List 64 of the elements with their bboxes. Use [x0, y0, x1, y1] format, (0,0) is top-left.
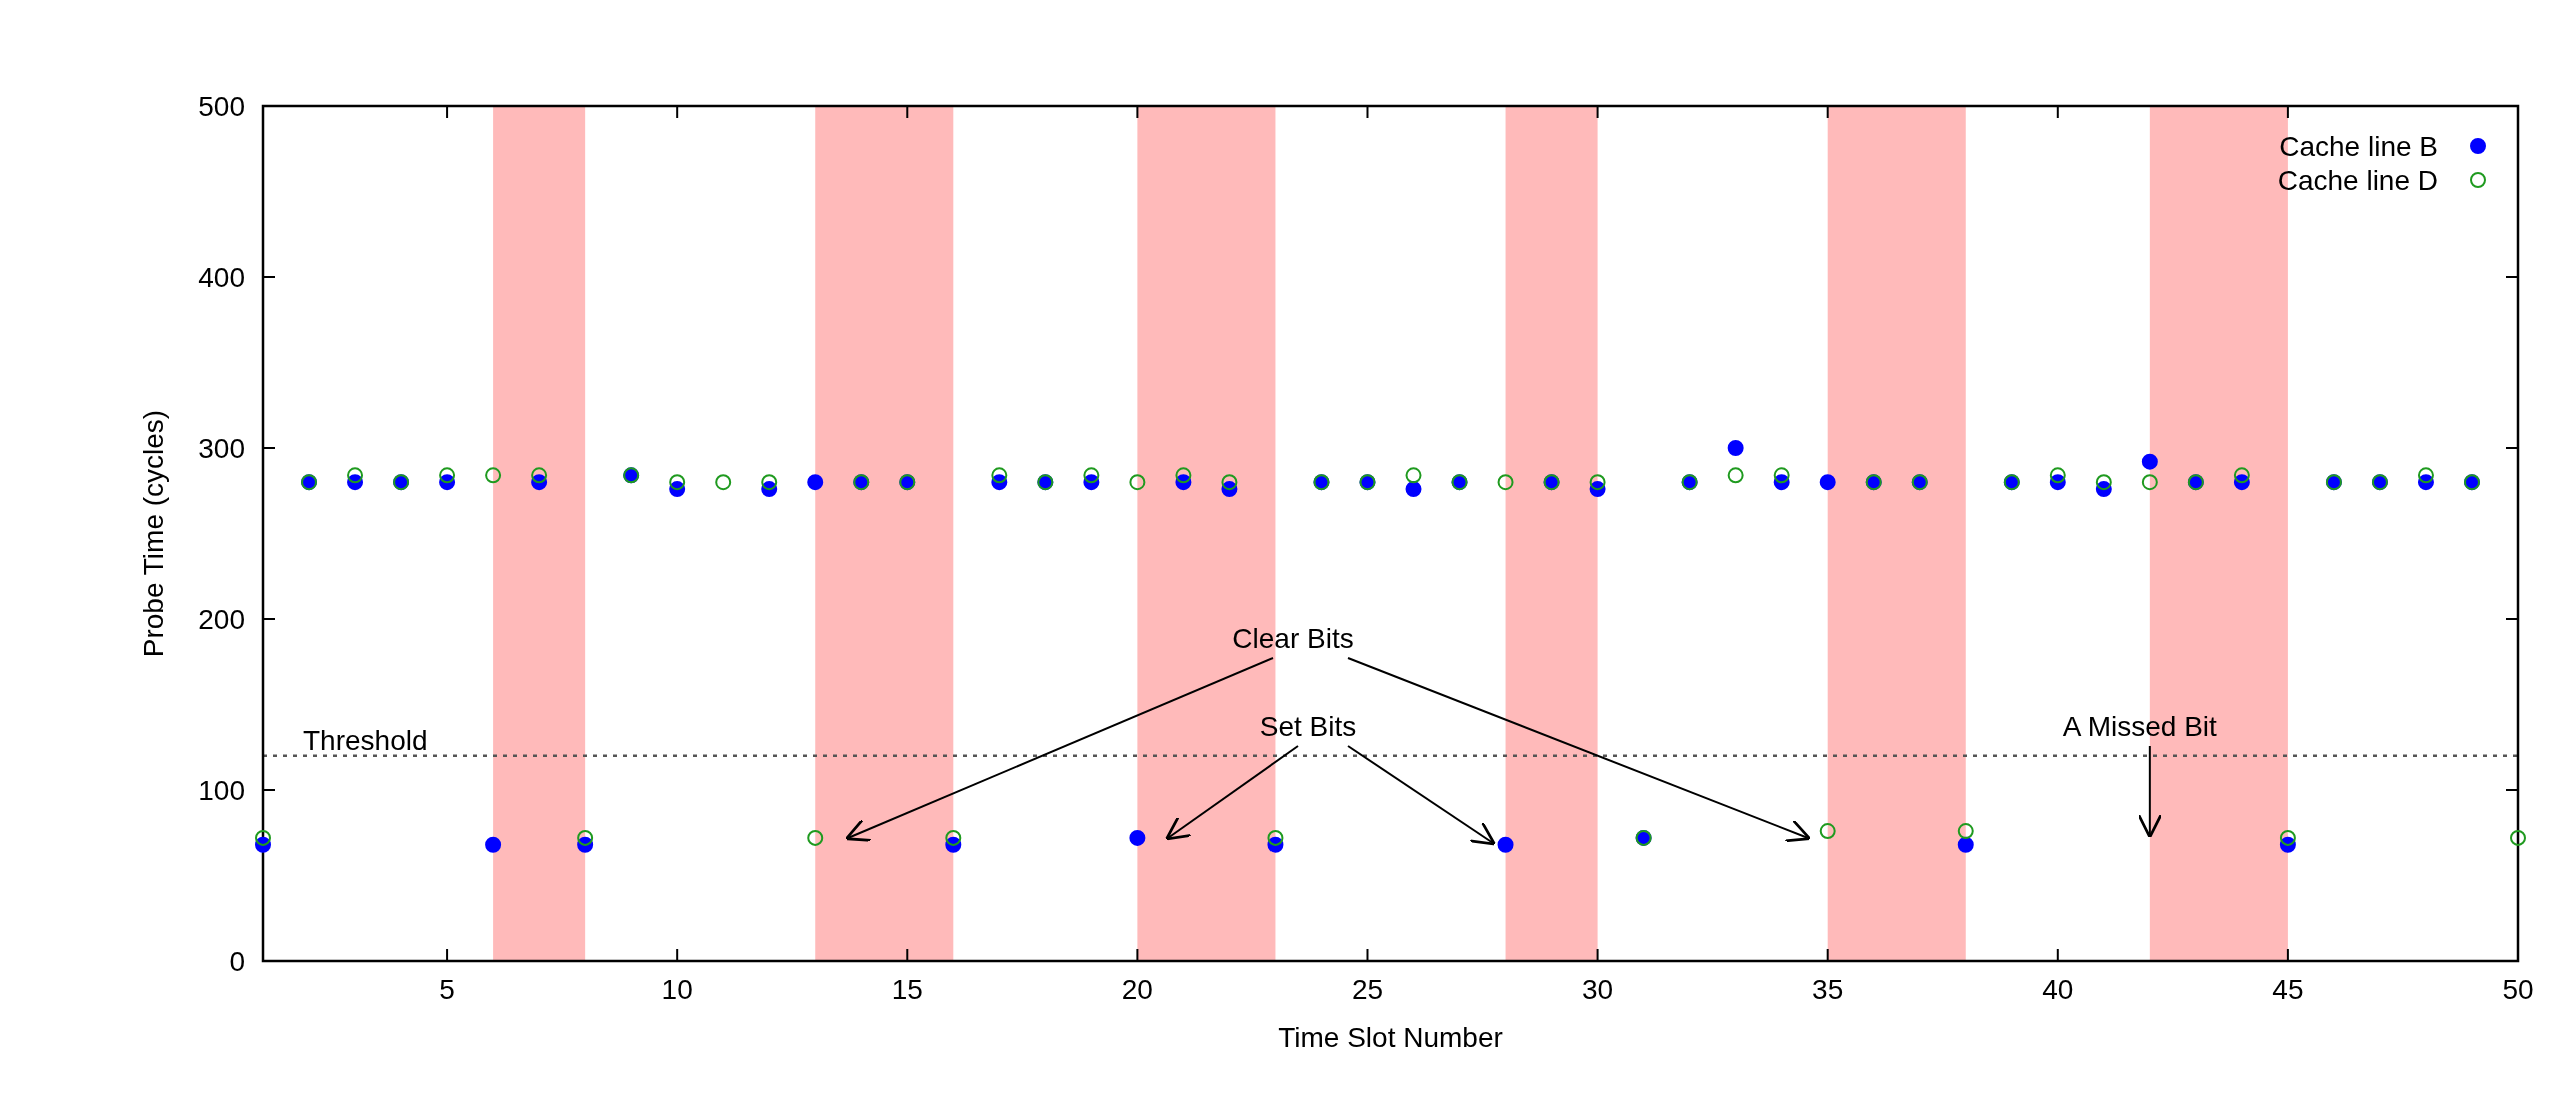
ref-line-label: Threshold — [303, 724, 428, 756]
x-tick-label: 5 — [439, 974, 455, 1005]
point — [1589, 474, 1606, 491]
y-tick-label: 300 — [198, 433, 245, 464]
point — [2510, 829, 2526, 846]
point — [577, 829, 594, 846]
x-axis-title: Time Slot Number — [1278, 1022, 1503, 1053]
point — [1819, 474, 1836, 491]
point — [1727, 467, 1744, 484]
point — [2141, 474, 2158, 491]
y-axis-title: Probe Time (cycles) — [138, 409, 169, 658]
y-tick-label: 400 — [198, 262, 245, 293]
point — [1175, 467, 1192, 484]
x-tick-label: 50 — [2502, 974, 2534, 1005]
y-tick-label: 200 — [198, 604, 245, 635]
legend-label: Cache line D — [2277, 165, 2438, 196]
point — [2049, 467, 2066, 484]
point — [1819, 823, 1836, 840]
point — [1727, 440, 1744, 456]
point — [669, 474, 686, 491]
point — [485, 836, 502, 853]
annotation: Set Bits — [1259, 711, 1357, 742]
point — [761, 474, 778, 491]
point — [1957, 823, 1974, 840]
point — [2279, 829, 2296, 846]
point — [807, 829, 824, 846]
x-tick-label: 15 — [891, 974, 923, 1005]
x-tick-label: 20 — [1121, 974, 1153, 1005]
point — [531, 467, 548, 484]
legend-label: Cache line B — [2279, 131, 2438, 162]
y-tick-label: 500 — [198, 91, 245, 122]
x-tick-label: 35 — [1812, 974, 1844, 1005]
y-tick-label: 0 — [229, 946, 245, 977]
point — [715, 474, 732, 491]
x-tick-label: 40 — [2042, 974, 2074, 1005]
point — [1773, 467, 1790, 484]
point — [1957, 836, 1974, 853]
point — [347, 467, 364, 484]
x-tick-label: 10 — [661, 974, 693, 1005]
point — [1405, 481, 1422, 498]
point — [2417, 467, 2434, 484]
point — [439, 467, 456, 484]
point — [1267, 829, 1284, 846]
point — [1129, 829, 1146, 846]
point — [2141, 453, 2158, 470]
x-tick-label: 25 — [1351, 974, 1384, 1005]
point — [807, 474, 824, 491]
point — [2095, 474, 2112, 491]
annotation: Clear Bits — [1232, 623, 1354, 654]
annotation: A Missed Bit — [2062, 711, 2218, 742]
x-tick-label: 30 — [1582, 974, 1614, 1005]
y-tick-label: 100 — [198, 775, 245, 806]
point — [1497, 836, 1514, 853]
point — [485, 467, 502, 484]
point — [255, 829, 271, 846]
point — [2233, 467, 2250, 484]
point — [945, 829, 962, 846]
point — [1497, 474, 1514, 491]
point — [1221, 474, 1238, 491]
point — [1405, 467, 1422, 484]
point — [1083, 467, 1100, 484]
point — [1129, 474, 1146, 491]
point — [991, 467, 1008, 484]
x-tick-label: 45 — [2272, 974, 2304, 1005]
